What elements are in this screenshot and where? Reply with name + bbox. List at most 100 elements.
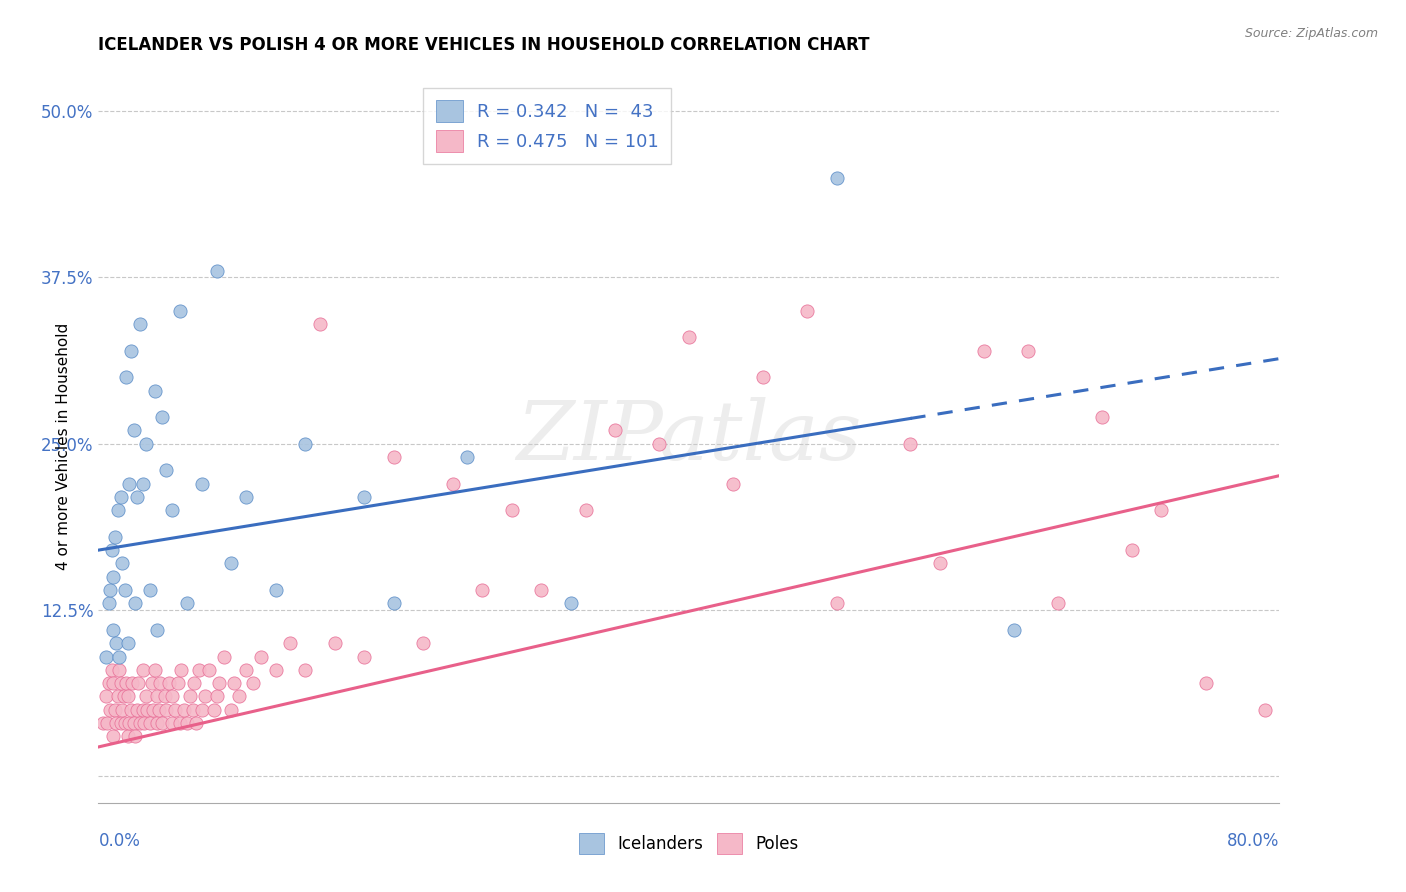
Text: Source: ZipAtlas.com: Source: ZipAtlas.com xyxy=(1244,27,1378,40)
Point xyxy=(100,663,122,677)
Point xyxy=(198,663,221,677)
Point xyxy=(1018,343,1040,358)
Point xyxy=(134,716,156,731)
Point xyxy=(162,716,183,731)
Point xyxy=(264,582,287,597)
Text: 80.0%: 80.0% xyxy=(1227,832,1279,850)
Point xyxy=(191,476,214,491)
Point xyxy=(117,636,139,650)
Point xyxy=(107,690,129,704)
Point xyxy=(1046,596,1070,610)
Point xyxy=(169,303,191,318)
Point xyxy=(124,596,146,610)
Point xyxy=(184,716,207,731)
Point xyxy=(825,170,848,185)
Point xyxy=(135,690,157,704)
Point xyxy=(173,703,195,717)
Point xyxy=(471,582,494,597)
Point xyxy=(224,676,246,690)
Point xyxy=(323,636,346,650)
Point xyxy=(165,703,187,717)
Point xyxy=(149,676,172,690)
Point xyxy=(127,676,149,690)
Point xyxy=(1254,703,1277,717)
Point xyxy=(112,690,135,704)
Point xyxy=(136,703,159,717)
Point xyxy=(457,450,479,464)
Point xyxy=(118,476,141,491)
Point xyxy=(560,596,582,610)
Point xyxy=(128,716,150,731)
Point xyxy=(115,370,138,384)
Point xyxy=(97,676,120,690)
Point xyxy=(120,343,142,358)
Point xyxy=(205,690,228,704)
Point xyxy=(132,703,155,717)
Point xyxy=(605,424,627,438)
Point xyxy=(170,663,193,677)
Point xyxy=(280,636,302,650)
Point xyxy=(122,424,145,438)
Point xyxy=(575,503,598,517)
Point xyxy=(143,663,166,677)
Point xyxy=(132,476,155,491)
Point xyxy=(169,716,191,731)
Point xyxy=(111,557,134,571)
Point xyxy=(108,663,131,677)
Point xyxy=(125,703,148,717)
Point xyxy=(183,676,205,690)
Point xyxy=(723,476,745,491)
Point xyxy=(176,716,198,731)
Point xyxy=(796,303,818,318)
Point xyxy=(97,596,120,610)
Point xyxy=(162,690,183,704)
Point xyxy=(353,490,375,504)
Point xyxy=(264,663,287,677)
Point xyxy=(825,596,848,610)
Point xyxy=(441,476,464,491)
Point xyxy=(141,676,163,690)
Point xyxy=(143,384,166,398)
Point xyxy=(146,623,169,637)
Text: ZIPatlas: ZIPatlas xyxy=(516,397,862,477)
Point xyxy=(194,690,217,704)
Legend: Icelanders, Poles: Icelanders, Poles xyxy=(572,827,806,860)
Point xyxy=(105,636,128,650)
Point xyxy=(146,690,169,704)
Point xyxy=(1121,543,1143,558)
Point xyxy=(142,703,165,717)
Text: 4 or more Vehicles in Household: 4 or more Vehicles in Household xyxy=(56,322,72,570)
Point xyxy=(1091,410,1114,425)
Point xyxy=(153,690,176,704)
Point xyxy=(412,636,434,650)
Point xyxy=(150,410,173,425)
Point xyxy=(221,703,243,717)
Point xyxy=(117,729,139,743)
Point xyxy=(98,582,121,597)
Point xyxy=(382,596,405,610)
Point xyxy=(110,490,132,504)
Point xyxy=(155,463,177,477)
Point xyxy=(146,716,169,731)
Point xyxy=(155,703,177,717)
Point xyxy=(294,436,316,450)
Point xyxy=(117,690,139,704)
Point xyxy=(294,663,316,677)
Point xyxy=(205,264,228,278)
Point xyxy=(501,503,523,517)
Point xyxy=(96,716,118,731)
Point xyxy=(187,663,209,677)
Point xyxy=(228,690,250,704)
Point xyxy=(91,716,114,731)
Point xyxy=(94,649,117,664)
Point xyxy=(94,690,117,704)
Point xyxy=(105,716,128,731)
Point xyxy=(107,503,129,517)
Point xyxy=(382,450,405,464)
Point xyxy=(752,370,775,384)
Point xyxy=(100,543,122,558)
Point xyxy=(103,623,125,637)
Point xyxy=(242,676,264,690)
Point xyxy=(191,703,214,717)
Point xyxy=(103,676,125,690)
